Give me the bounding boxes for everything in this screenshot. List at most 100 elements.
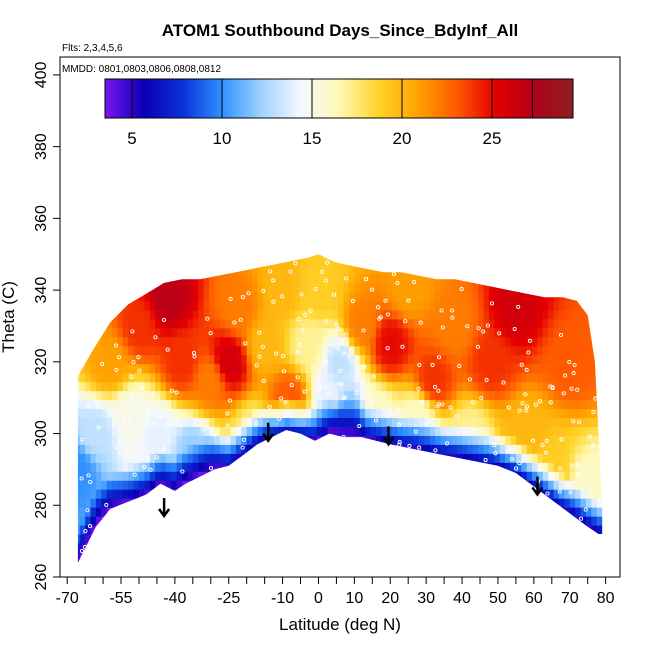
heat-cell (558, 453, 565, 463)
heat-cell (462, 435, 469, 445)
colorbar-swatch (370, 79, 374, 118)
heat-cell (564, 254, 571, 257)
heat-cell (418, 327, 425, 338)
heat-cell (348, 390, 355, 401)
heat-cell (322, 551, 329, 562)
heat-cell (160, 282, 167, 293)
heat-cell (478, 551, 485, 562)
heat-cell (359, 560, 366, 563)
heat-cell (112, 381, 119, 392)
heat-cell (537, 300, 544, 311)
heat-cell (602, 498, 603, 508)
heat-cell (462, 372, 469, 383)
heat-cell (456, 426, 463, 436)
heat-cell (499, 417, 506, 427)
heat-cell (386, 354, 393, 365)
heat-cell (117, 309, 124, 320)
heat-cell (311, 417, 318, 427)
heat-cell (580, 381, 587, 392)
heat-cell (284, 381, 291, 392)
heat-cell (397, 327, 404, 338)
heat-cell (112, 516, 119, 526)
heat-cell (494, 318, 501, 329)
heat-cell (602, 318, 603, 329)
heat-cell (327, 551, 334, 562)
heat-cell (343, 489, 350, 499)
heat-cell (429, 381, 436, 392)
heat-cell (354, 265, 361, 275)
measurement-dot (232, 320, 237, 325)
heat-cell (553, 256, 560, 266)
heat-cell (214, 273, 221, 284)
heat-cell (591, 551, 598, 562)
heat-cell (370, 480, 377, 490)
heat-cell (101, 533, 108, 544)
heat-cell (408, 372, 415, 383)
heat-cell (316, 498, 323, 508)
heat-cell (252, 560, 259, 563)
colorbar-swatch (367, 79, 371, 118)
heat-cell (257, 300, 264, 311)
heat-cell (252, 309, 259, 320)
heat-cell (494, 489, 501, 499)
heat-cell (445, 435, 452, 445)
heat-cell (596, 435, 603, 445)
heat-cell (526, 408, 533, 419)
heat-cell (585, 417, 592, 427)
heat-cell (370, 390, 377, 401)
heat-cell (149, 300, 156, 311)
heat-cell (305, 408, 312, 419)
heat-cell (122, 354, 129, 365)
heat-cell (354, 533, 361, 544)
heat-cell (472, 480, 479, 490)
heat-cell (354, 381, 361, 392)
heat-cell (235, 498, 242, 508)
heat-cell (343, 363, 350, 374)
heat-cell (257, 327, 264, 338)
colorbar-swatch (339, 79, 343, 118)
heat-cell (526, 471, 533, 481)
heat-cell (494, 533, 501, 544)
colorbar-swatch (560, 79, 564, 118)
heat-cell (144, 399, 151, 410)
heat-cell (440, 525, 447, 535)
heat-cell (187, 256, 194, 266)
measurement-dot (568, 490, 573, 495)
heat-cell (327, 507, 334, 517)
heat-cell (478, 291, 485, 302)
heat-cell (521, 507, 528, 517)
colorbar-swatch (268, 79, 272, 118)
heat-cell (133, 453, 140, 463)
colorbar-swatch (255, 79, 259, 118)
heat-cell (591, 372, 598, 383)
heat-cell (246, 291, 253, 302)
heat-cell (95, 533, 102, 544)
x-tick-label: 40 (453, 590, 471, 607)
heat-cell (278, 426, 285, 436)
measurement-dot (444, 441, 450, 446)
heat-cell (203, 327, 210, 338)
heat-cell (494, 435, 501, 445)
heat-cell (305, 533, 312, 544)
heat-cell (435, 498, 442, 508)
heat-cell (203, 372, 210, 383)
heat-cell (252, 542, 259, 553)
heat-cell (192, 542, 199, 553)
heat-cell (558, 399, 565, 410)
colorbar-swatch (372, 79, 376, 118)
heat-cell (365, 265, 372, 275)
heat-cell (289, 560, 296, 563)
heat-cell (128, 408, 135, 419)
heat-cell (311, 354, 318, 365)
heat-cell (386, 336, 393, 347)
heat-cell (112, 390, 119, 401)
chart-title: ATOM1 Southbound Days_Since_BdyInf_All (162, 21, 518, 40)
heat-cell (192, 291, 199, 302)
heat-cell (526, 533, 533, 544)
heat-cell (305, 462, 312, 472)
heat-cell (160, 435, 167, 445)
heat-cell (532, 507, 539, 517)
colorbar-swatch (484, 79, 488, 118)
heat-cell (462, 390, 469, 401)
measurement-dot (283, 400, 288, 405)
